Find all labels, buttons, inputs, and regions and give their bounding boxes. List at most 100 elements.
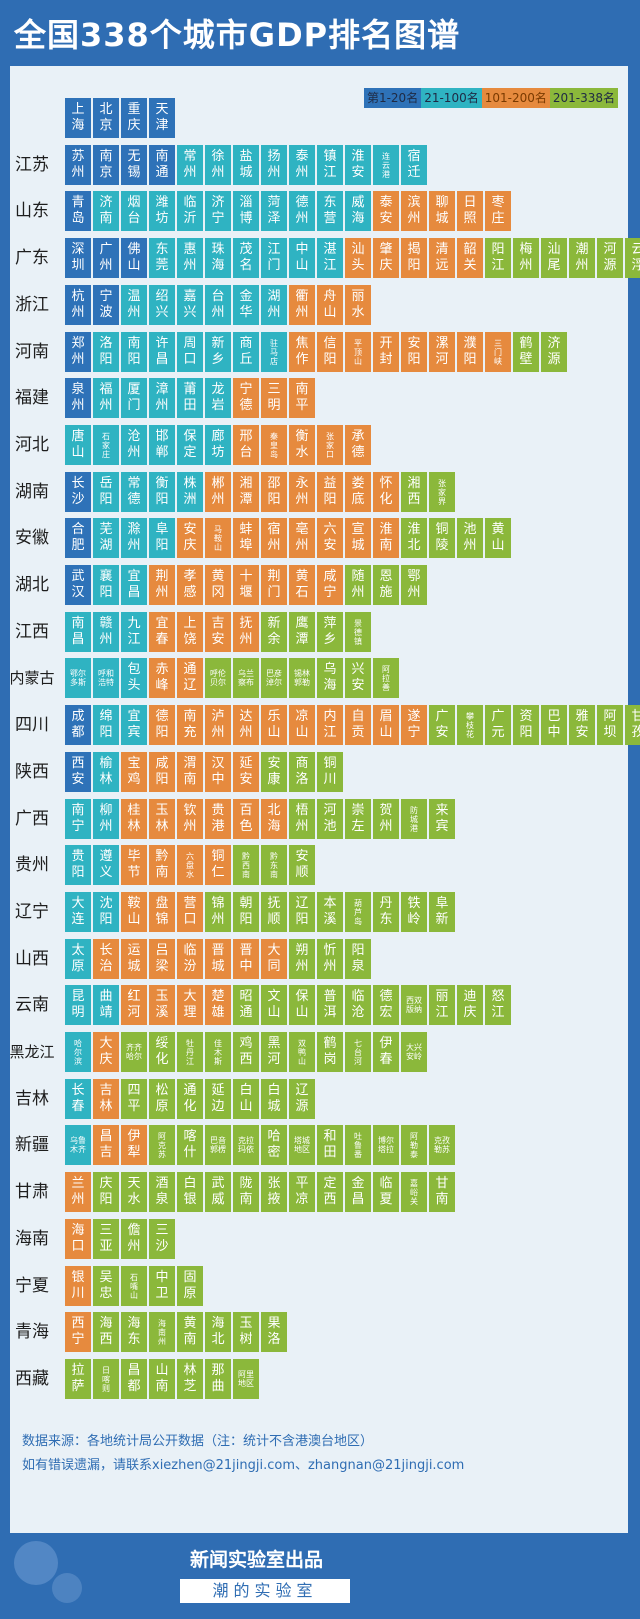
city-cell: 六安 (317, 518, 343, 558)
city-cell: 黄冈 (205, 565, 231, 605)
city-cell: 汕头 (345, 238, 371, 278)
province-label: 山西 (15, 949, 49, 969)
city-cell: 白银 (177, 1172, 203, 1212)
city-cell: 玉树 (233, 1312, 259, 1352)
city-cell: 伊犁 (121, 1125, 147, 1165)
city-cell: 昌吉 (93, 1125, 119, 1165)
city-cell: 昭通 (233, 985, 259, 1025)
city-cell: 张掖 (261, 1172, 287, 1212)
city-cell: 成都 (65, 705, 91, 745)
city-list: 太原长治运城吕梁临汾晋城晋中大同朔州忻州阳泉 (65, 939, 371, 979)
city-cell: 衡阳 (149, 472, 175, 512)
city-list: 唐山石家庄沧州邯郸保定廊坊邢台秦皇岛衡水张家口承德 (65, 425, 371, 465)
city-cell: 黔西南 (233, 845, 259, 885)
province-label: 吉林 (15, 1089, 49, 1109)
city-cell: 淮南 (373, 518, 399, 558)
city-cell: 铜陵 (429, 518, 455, 558)
city-cell: 九江 (121, 612, 147, 652)
city-cell: 宁德 (233, 378, 259, 418)
city-cell: 庆阳 (93, 1172, 119, 1212)
province-row: 广东深圳广州佛山东莞惠州珠海茂名江门中山湛江汕头肇庆揭阳清远韶关阳江梅州汕尾潮州… (0, 238, 640, 278)
city-cell: 安庆 (177, 518, 203, 558)
city-cell: 宜春 (149, 612, 175, 652)
province-label: 河南 (15, 342, 49, 362)
city-cell: 攀枝花 (457, 705, 483, 745)
city-list: 海口三亚儋州三沙 (65, 1219, 175, 1259)
city-cell: 葫芦岛 (345, 892, 371, 932)
city-cell: 防城港 (401, 799, 427, 839)
city-cell: 滨州 (401, 191, 427, 231)
city-list: 上海北京重庆天津 (65, 98, 175, 138)
city-cell: 阜新 (429, 892, 455, 932)
province-label: 海南 (15, 1229, 49, 1249)
legend-item: 21-100名 (421, 88, 482, 108)
city-cell: 阿勒泰 (401, 1125, 427, 1165)
city-cell: 博尔 塔拉 (373, 1125, 399, 1165)
city-cell: 揭阳 (401, 238, 427, 278)
province-label: 辽宁 (15, 902, 49, 922)
city-cell: 绥化 (149, 1032, 175, 1072)
city-cell: 黄石 (289, 565, 315, 605)
city-cell: 西安 (65, 752, 91, 792)
city-list: 合肥芜湖滁州阜阳安庆马鞍山蚌埠宿州亳州六安宣城淮南淮北铜陵池州黄山 (65, 518, 511, 558)
province-label: 浙江 (15, 295, 49, 315)
city-cell: 海西 (93, 1312, 119, 1352)
city-cell: 郑州 (65, 332, 91, 372)
city-list: 兰州庆阳天水酒泉白银武威陇南张掖平凉定西金昌临夏嘉峪关甘南 (65, 1172, 455, 1212)
city-cell: 铁岭 (401, 892, 427, 932)
city-cell: 三沙 (149, 1219, 175, 1259)
city-cell: 日照 (457, 191, 483, 231)
province-label: 宁夏 (15, 1276, 49, 1296)
city-cell: 合肥 (65, 518, 91, 558)
city-cell: 金华 (233, 285, 259, 325)
city-cell: 东营 (317, 191, 343, 231)
city-cell: 聊城 (429, 191, 455, 231)
city-cell: 嘉兴 (177, 285, 203, 325)
city-cell: 长治 (93, 939, 119, 979)
city-cell: 达州 (233, 705, 259, 745)
city-cell: 保定 (177, 425, 203, 465)
city-list: 武汉襄阳宜昌荆州孝感黄冈十堰荆门黄石咸宁随州恩施鄂州 (65, 565, 427, 605)
city-cell: 平顶山 (345, 332, 371, 372)
city-list: 拉萨日喀则昌都山南林芝那曲阿里 地区 (65, 1359, 259, 1399)
city-list: 泉州福州厦门漳州莆田龙岩宁德三明南平 (65, 378, 315, 418)
city-cell: 嘉峪关 (401, 1172, 427, 1212)
city-cell: 固原 (177, 1266, 203, 1306)
city-cell: 芜湖 (93, 518, 119, 558)
city-list: 鄂尔 多斯 呼和 浩特包头赤峰通辽呼伦 贝尔 乌兰 察布 巴彦 淖尔 锡林 郭勒乌海兴安阿拉善 (65, 658, 399, 698)
city-cell: 贵阳 (65, 845, 91, 885)
city-list: 深圳广州佛山东莞惠州珠海茂名江门中山湛江汕头肇庆揭阳清远韶关阳江梅州汕尾潮州河源… (65, 238, 640, 278)
city-cell: 南通 (149, 145, 175, 185)
city-cell: 汉中 (205, 752, 231, 792)
city-cell: 拉萨 (65, 1359, 91, 1399)
city-cell: 曲靖 (93, 985, 119, 1025)
city-cell: 贵港 (205, 799, 231, 839)
city-cell: 泸州 (205, 705, 231, 745)
city-cell: 普洱 (317, 985, 343, 1025)
city-cell: 塔城 地区 (289, 1125, 315, 1165)
city-cell: 常德 (121, 472, 147, 512)
city-cell: 宜昌 (121, 565, 147, 605)
city-cell: 楚雄 (205, 985, 231, 1025)
city-cell: 南宁 (65, 799, 91, 839)
city-cell: 海东 (121, 1312, 147, 1352)
city-cell: 蚌埠 (233, 518, 259, 558)
city-cell: 邢台 (233, 425, 259, 465)
city-cell: 无锡 (121, 145, 147, 185)
city-cell: 株洲 (177, 472, 203, 512)
city-cell: 韶关 (457, 238, 483, 278)
city-cell: 佛山 (121, 238, 147, 278)
city-cell: 吐鲁番 (345, 1125, 371, 1165)
city-cell: 商丘 (233, 332, 259, 372)
province-row: 辽宁大连沈阳鞍山盘锦营口锦州朝阳抚顺辽阳本溪葫芦岛丹东铁岭阜新 (0, 892, 640, 932)
province-label: 山东 (15, 201, 49, 221)
province-row: 江苏苏州南京无锡南通常州徐州盐城扬州泰州镇江淮安连云港宿迁 (0, 145, 640, 185)
city-cell: 新乡 (205, 332, 231, 372)
city-cell: 大同 (261, 939, 287, 979)
city-cell: 定西 (317, 1172, 343, 1212)
city-cell: 茂名 (233, 238, 259, 278)
city-cell: 金昌 (345, 1172, 371, 1212)
city-cell: 景德镇 (345, 612, 371, 652)
city-cell: 阳江 (485, 238, 511, 278)
city-cell: 黔南 (149, 845, 175, 885)
